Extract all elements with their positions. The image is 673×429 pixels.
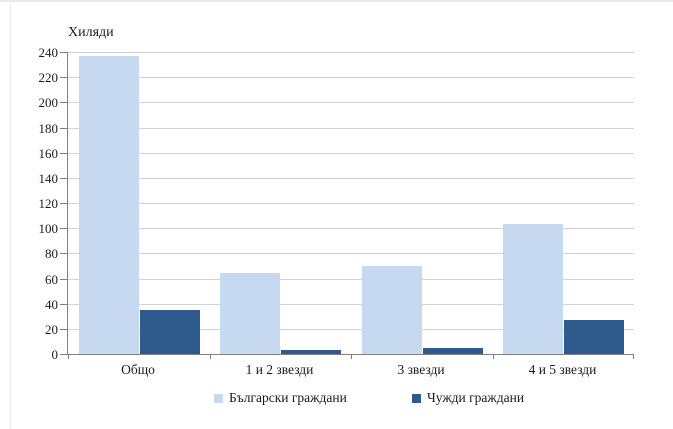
legend-label: Български граждани	[229, 390, 347, 405]
y-tick-mark	[60, 253, 68, 255]
bar-series2	[139, 309, 200, 354]
plot-area	[60, 52, 634, 359]
legend-item: Чужди граждани	[412, 390, 525, 405]
y-tick-label: 140	[38, 170, 59, 186]
y-tick-mark	[60, 127, 68, 129]
x-tick-mark	[209, 354, 211, 359]
legend-swatch-icon	[412, 394, 421, 403]
gridline	[68, 328, 634, 330]
y-tick-label: 200	[38, 95, 59, 111]
frame-border-top	[0, 0, 673, 2]
gridline	[68, 127, 634, 129]
legend-label: Чужди граждани	[427, 390, 525, 405]
legend-item: Български граждани	[214, 390, 347, 405]
gridline	[68, 303, 634, 305]
bar-series2	[422, 347, 483, 354]
legend-swatch-icon	[214, 394, 223, 403]
y-tick-label: 180	[38, 120, 59, 136]
x-category-label: 4 и 5 звезди	[528, 362, 597, 377]
y-tick-label: 0	[51, 347, 59, 362]
x-category-label: 3 звезди	[397, 362, 445, 377]
y-tick-mark	[60, 303, 68, 305]
bar-series2	[564, 320, 625, 354]
y-tick-mark	[60, 152, 68, 154]
gridline	[68, 177, 634, 179]
y-tick-label: 220	[38, 70, 59, 86]
y-tick-mark	[60, 354, 68, 355]
gridline	[68, 203, 634, 204]
y-tick-mark	[60, 177, 68, 179]
y-tick-mark	[60, 102, 68, 104]
gridline	[68, 152, 634, 154]
y-tick-mark	[60, 52, 68, 53]
y-tick-mark	[60, 328, 68, 330]
x-tick-mark	[351, 354, 352, 359]
bar-series1	[220, 273, 281, 354]
y-tick-label: 80	[45, 246, 58, 262]
y-tick-label: 100	[38, 221, 59, 237]
y-tick-label: 120	[38, 196, 59, 211]
gridline	[68, 278, 634, 280]
y-tick-mark	[60, 278, 68, 280]
y-tick-mark	[60, 203, 68, 204]
frame-border-left	[10, 0, 11, 429]
y-tick-mark	[60, 77, 68, 79]
bar-series1	[78, 55, 139, 354]
gridline	[68, 102, 634, 104]
x-tick-mark	[68, 354, 69, 359]
gridline	[68, 253, 634, 255]
y-tick-label: 160	[38, 145, 59, 161]
y-tick-label: 240	[38, 45, 59, 60]
y-axis-title: Хиляди	[68, 25, 114, 40]
gridline	[68, 77, 634, 79]
gridline	[68, 228, 634, 230]
x-tick-mark	[492, 354, 494, 359]
x-tick-mark	[633, 354, 634, 359]
x-category-label: Общо	[121, 362, 155, 377]
bar-series1	[361, 265, 422, 354]
y-tick-label: 40	[45, 296, 58, 312]
bar-series1	[503, 224, 564, 354]
gridline	[68, 52, 634, 53]
y-tick-label: 20	[45, 321, 58, 337]
x-category-label: 1 и 2 звезди	[245, 362, 314, 377]
y-tick-mark	[60, 228, 68, 230]
y-tick-label: 60	[45, 271, 58, 287]
bar-series2	[281, 350, 342, 354]
